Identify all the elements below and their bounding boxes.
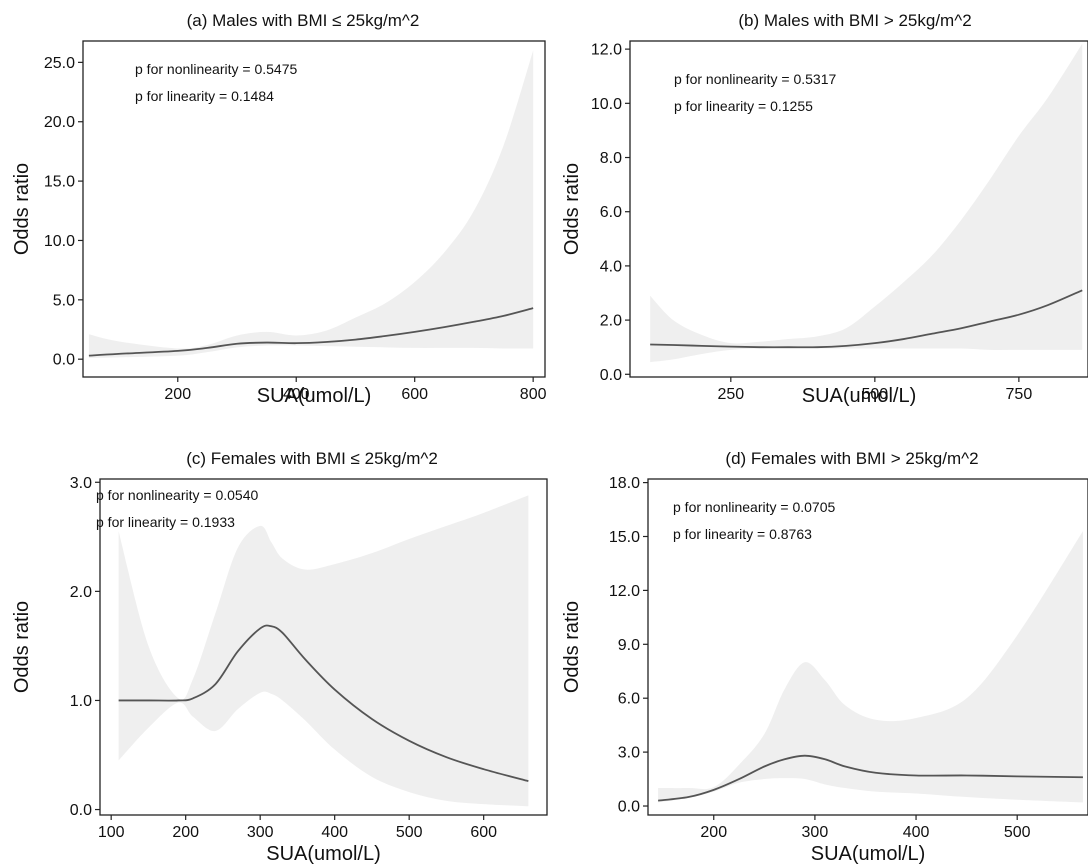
x-tick-label: 400 [283,386,310,403]
y-tick-label: 3.0 [618,745,640,762]
confidence-band [658,531,1083,803]
plot-area [658,531,1083,803]
x-tick-label: 200 [172,824,199,841]
y-tick-label: 10.0 [44,233,75,250]
y-tick-label: 15.0 [44,174,75,191]
y-tick-label: 20.0 [44,114,75,131]
x-axis-label: SUA(umol/L) [257,385,371,407]
x-tick-label: 400 [903,824,930,841]
y-tick-label: 4.0 [600,258,622,275]
odds-ratio-line [88,307,534,357]
y-tick-label: 5.0 [53,292,75,309]
x-tick-label: 500 [396,824,423,841]
y-axis-label: Odds ratio [11,601,33,693]
x-tick-label: 800 [520,386,547,403]
y-tick-label: 0.0 [600,367,622,384]
y-tick-label: 2.0 [70,584,92,601]
x-tick-label: 500 [1004,824,1031,841]
x-tick-label: 300 [247,824,274,841]
x-tick-label: 750 [1006,386,1033,403]
x-tick-label: 600 [470,824,497,841]
y-tick-label: 12.0 [591,42,622,59]
odds-ratio-line [658,754,1083,802]
x-tick-label: 600 [401,386,428,403]
p-value-annotation: p for linearity = 0.1484 [135,88,274,104]
chart-title: (a) Males with BMI ≤ 25kg/m^2 [187,11,420,30]
plot-area [118,495,529,807]
confidence-band [650,43,1083,363]
chart-title: (c) Females with BMI ≤ 25kg/m^2 [186,449,438,468]
chart-title: (d) Females with BMI > 25kg/m^2 [725,449,978,468]
chart-panel-2: 250 500 750 0.0 2.0 4.0 6.0 8.0 10.0 12.0 (b) Male… [561,11,1088,407]
confidence-band [118,495,529,807]
chart-panel-4: 200 300 400 500 0.0 3.0 6.0 9.0 12.0 15.0 18.0 (d) … [561,449,1088,865]
y-tick-label: 6.0 [600,204,622,221]
y-tick-label: 0.0 [53,352,75,369]
chart-panel-3: 100 200 300 400 500 600 0.0 1.0 2.0 3.0 (c) Female… [11,449,548,865]
y-tick-label: 1.0 [70,693,92,710]
y-tick-label: 12.0 [609,583,640,600]
chart-title: (b) Males with BMI > 25kg/m^2 [738,11,971,30]
p-value-annotation: p for nonlinearity = 0.0705 [673,499,835,515]
x-tick-label: 100 [98,824,125,841]
y-tick-label: 8.0 [600,150,622,167]
x-axis-label: SUA(umol/L) [802,385,916,407]
x-tick-label: 500 [861,386,888,403]
y-axis-label: Odds ratio [561,163,583,255]
y-tick-label: 6.0 [618,691,640,708]
p-value-annotation: p for nonlinearity = 0.0540 [96,487,258,503]
p-value-annotation: p for linearity = 0.1255 [674,98,813,114]
y-tick-label: 15.0 [609,529,640,546]
x-tick-label: 400 [321,824,348,841]
x-tick-label: 250 [717,386,744,403]
x-tick-label: 300 [802,824,829,841]
y-tick-label: 25.0 [44,55,75,72]
panel-border [99,478,548,816]
y-tick-label: 0.0 [618,799,640,816]
y-axis-label: Odds ratio [11,163,33,255]
p-value-annotation: p for linearity = 0.1933 [96,514,235,530]
panel-border [82,40,546,378]
x-tick-label: 200 [700,824,727,841]
y-tick-label: 0.0 [70,802,92,819]
x-tick-label: 200 [164,386,191,403]
odds-ratio-line [650,289,1083,349]
confidence-band [88,50,534,358]
plot-area [650,43,1083,363]
x-axis-label: SUA(umol/L) [266,843,380,865]
p-value-annotation: p for nonlinearity = 0.5475 [135,61,297,77]
plot-area [88,50,534,358]
panel-border [629,40,1088,378]
p-value-annotation: p for nonlinearity = 0.5317 [674,71,836,87]
p-value-annotation: p for linearity = 0.8763 [673,526,812,542]
y-tick-label: 9.0 [618,637,640,654]
y-tick-label: 18.0 [609,475,640,492]
x-axis-label: SUA(umol/L) [811,843,925,865]
y-tick-label: 3.0 [70,475,92,492]
y-axis-label: Odds ratio [561,601,583,693]
y-tick-label: 10.0 [591,96,622,113]
chart-panel-1: 200 400 600 800 0.0 5.0 10.0 15.0 20.0 25.0 (a) Ma… [11,11,547,407]
panel-border [647,478,1088,816]
odds-ratio-line [118,624,529,783]
y-tick-label: 2.0 [600,313,622,330]
